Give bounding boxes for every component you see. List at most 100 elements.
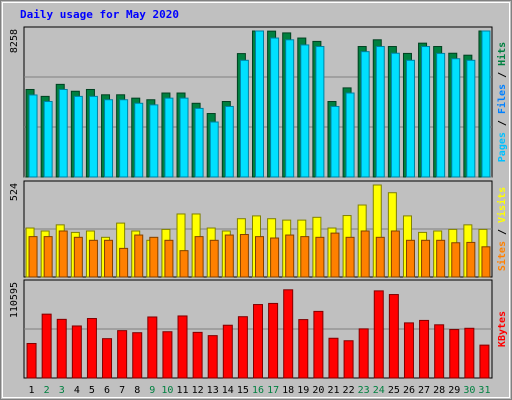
right-label-part: KBytes — [497, 311, 508, 347]
bar-files-day-14 — [224, 105, 234, 178]
bar-files-day-24 — [375, 46, 385, 178]
bar-files-day-29 — [451, 58, 461, 178]
bar-files-day-27 — [421, 46, 431, 178]
bar-sites-day-22 — [345, 236, 355, 278]
x-tick-label-day-9: 9 — [149, 385, 155, 396]
bar-kbytes-day-10 — [162, 331, 173, 379]
bar-files-day-20 — [315, 46, 325, 178]
x-tick-label-day-30: 30 — [463, 385, 475, 396]
x-tick-label-day-24: 24 — [373, 385, 385, 396]
x-tick-label-day-28: 28 — [433, 385, 445, 396]
bar-files-day-4 — [73, 95, 83, 178]
x-tick-label-day-23: 23 — [358, 385, 370, 396]
x-tick-label-day-11: 11 — [176, 385, 188, 396]
x-tick-label-day-13: 13 — [207, 385, 219, 396]
bar-kbytes-day-29 — [449, 329, 460, 379]
x-tick-label-day-4: 4 — [74, 385, 80, 396]
bar-sites-day-25 — [390, 230, 400, 278]
bar-files-day-31 — [481, 30, 491, 178]
bar-kbytes-day-21 — [328, 337, 339, 379]
bar-kbytes-day-8 — [132, 332, 143, 379]
bar-kbytes-day-20 — [313, 310, 324, 379]
bar-kbytes-day-5 — [86, 318, 97, 379]
bar-files-day-28 — [436, 52, 446, 178]
bar-sites-day-27 — [421, 239, 431, 278]
chart-bars — [25, 30, 491, 379]
bar-files-day-2 — [43, 101, 53, 178]
bar-files-day-30 — [466, 59, 476, 178]
bar-sites-day-31 — [481, 246, 491, 278]
bar-sites-day-18 — [285, 234, 295, 278]
bar-sites-day-12 — [194, 236, 204, 278]
bar-kbytes-day-30 — [464, 327, 475, 379]
bar-kbytes-day-11 — [177, 315, 188, 379]
bar-sites-day-7 — [119, 247, 129, 278]
bar-files-day-12 — [194, 107, 204, 178]
x-tick-label-day-26: 26 — [403, 385, 415, 396]
right-label-part: Pages — [497, 132, 508, 162]
right-label-separator: / — [497, 114, 508, 132]
bar-files-day-23 — [360, 51, 370, 178]
x-tick-label-day-19: 19 — [297, 385, 309, 396]
chart-title: Daily usage for May 2020 — [20, 8, 179, 21]
bar-files-day-9 — [149, 104, 159, 178]
bar-sites-day-15 — [239, 234, 249, 278]
bar-kbytes-day-25 — [388, 294, 399, 379]
bar-kbytes-day-13 — [207, 335, 218, 379]
bar-sites-day-9 — [149, 236, 159, 278]
y-max-label-bottom: 110595 — [9, 282, 20, 318]
bar-sites-day-29 — [451, 242, 461, 278]
bar-kbytes-day-18 — [283, 289, 294, 379]
x-tick-label-day-16: 16 — [252, 385, 264, 396]
right-label-part: Hits — [496, 42, 508, 66]
x-tick-label-day-22: 22 — [343, 385, 355, 396]
bar-sites-day-26 — [405, 239, 415, 278]
bar-sites-day-24 — [375, 236, 385, 278]
right-label-separator: / — [497, 66, 508, 84]
bar-kbytes-day-12 — [192, 331, 203, 379]
bar-sites-day-28 — [436, 239, 446, 278]
right-label-separator: / — [497, 223, 508, 241]
bar-sites-day-6 — [104, 239, 114, 278]
bar-sites-day-20 — [315, 236, 325, 278]
bar-kbytes-day-23 — [358, 328, 369, 379]
bar-files-day-3 — [58, 88, 68, 178]
x-tick-label-day-7: 7 — [119, 385, 125, 396]
x-tick-label-day-17: 17 — [267, 385, 279, 396]
bar-files-day-1 — [28, 94, 38, 178]
x-tick-label-day-29: 29 — [448, 385, 460, 396]
x-tick-label-day-2: 2 — [44, 385, 50, 396]
x-tick-label-day-6: 6 — [104, 385, 110, 396]
bar-sites-day-11 — [179, 250, 189, 278]
bar-sites-day-4 — [73, 236, 83, 278]
x-tick-label-day-15: 15 — [237, 385, 249, 396]
bar-files-day-11 — [179, 97, 189, 178]
x-tick-label-day-3: 3 — [59, 385, 65, 396]
bar-kbytes-day-26 — [403, 322, 414, 379]
bar-files-day-8 — [134, 102, 144, 178]
y-max-label-top: 8258 — [9, 29, 20, 53]
bar-kbytes-day-3 — [56, 318, 67, 379]
x-tick-label-day-1: 1 — [29, 385, 35, 396]
x-tick-label-day-21: 21 — [327, 385, 339, 396]
bar-sites-day-5 — [88, 239, 98, 278]
bar-files-day-5 — [88, 95, 98, 178]
bar-sites-day-14 — [224, 234, 234, 278]
bar-files-day-21 — [330, 105, 340, 178]
right-label-bottom: KBytes — [497, 311, 508, 347]
bar-sites-day-21 — [330, 232, 340, 278]
bar-files-day-25 — [390, 52, 400, 178]
right-label-middle: Sites / Visits — [496, 187, 508, 271]
bar-files-day-26 — [405, 59, 415, 178]
bar-kbytes-day-2 — [41, 313, 52, 379]
bar-sites-day-8 — [134, 234, 144, 278]
x-tick-label-day-12: 12 — [192, 385, 204, 396]
bar-kbytes-day-19 — [298, 319, 309, 379]
bar-kbytes-day-28 — [434, 324, 445, 379]
bar-kbytes-day-24 — [373, 290, 384, 379]
x-tick-label-day-18: 18 — [282, 385, 294, 396]
right-label-part: Sites — [496, 241, 508, 271]
